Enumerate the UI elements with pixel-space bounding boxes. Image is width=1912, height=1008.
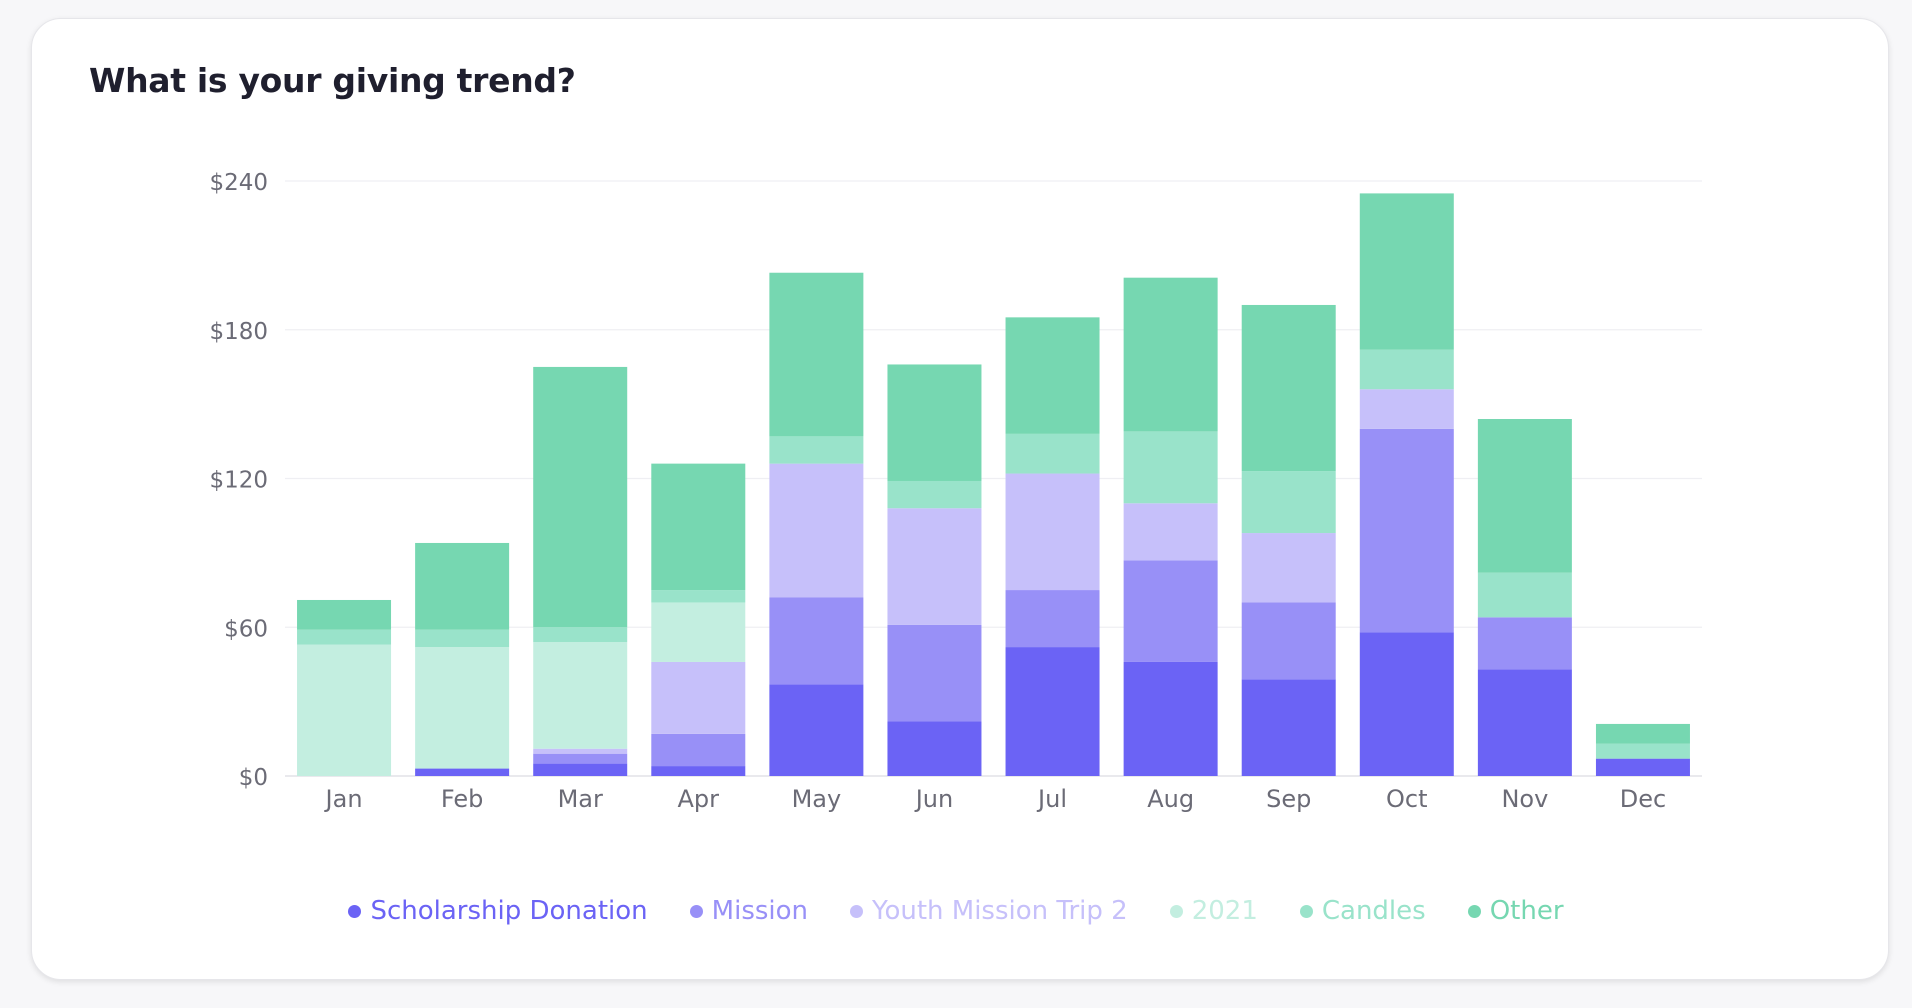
x-tick-label: Nov [1501,785,1548,813]
y-tick-label: $180 [209,319,268,345]
legend-item-mission[interactable]: Mission [689,896,809,926]
bar-segment-other [1359,193,1454,350]
bar-segment-other [1241,304,1336,472]
bar-segment-2021 [651,602,746,662]
legend-dot [850,904,864,918]
legend-item-youth-mission-trip-2[interactable]: Youth Mission Trip 2 [850,896,1128,926]
bar-segment-candles [1595,743,1690,759]
bar-segment-youth-mission-trip-2 [1123,503,1218,561]
legend-dot [1299,904,1313,918]
bar-segment-other [887,364,982,481]
bar-segment-candles [297,629,392,645]
bar-segment-scholarship-donation [1241,679,1336,776]
bar-segment-other [1123,277,1218,432]
x-tick-label: Mar [558,785,603,813]
bar-segment-candles [651,590,746,603]
bar-segment-other [769,272,864,437]
bar-segment-scholarship-donation [887,721,982,776]
bar-segment-candles [1123,431,1218,504]
bar-segment-2021 [297,644,392,776]
bar-segment-scholarship-donation [415,768,510,776]
bar-segment-other [1595,723,1690,744]
bar-segment-mission [1241,602,1336,680]
bar-segment-scholarship-donation [1123,661,1218,776]
bar-segment-other [415,542,510,630]
bar-segment-scholarship-donation [769,684,864,776]
bar-segment-mission [887,624,982,722]
legend-label: 2021 [1191,896,1258,926]
y-tick-label: $60 [224,616,268,642]
legend-label: Scholarship Donation [370,896,648,926]
bar-segment-candles [415,629,510,648]
bar-segment-scholarship-donation [651,766,746,776]
y-tick-label: $120 [209,468,268,494]
legend-dot [348,904,362,918]
bar-segment-scholarship-donation [1595,758,1690,776]
bar-segment-mission [1005,590,1100,648]
x-tick-label: May [792,785,842,813]
bar-segment-mission [533,753,628,764]
legend-label: Other [1489,896,1564,926]
legend-item-other[interactable]: Other [1467,896,1564,926]
legend-label: Candles [1321,896,1426,926]
y-tick-label: $0 [239,765,268,791]
legend-item-scholarship-donation[interactable]: Scholarship Donation [348,896,648,926]
bar-segment-candles [1359,349,1454,390]
bar-segment-youth-mission-trip-2 [533,748,628,754]
bar-segment-scholarship-donation [1359,632,1454,776]
x-tick-label: Dec [1620,785,1666,813]
bar-segment-candles [1241,471,1336,534]
bar-segment-mission [769,597,864,685]
bar-segment-youth-mission-trip-2 [769,463,864,598]
bar-segment-other [1005,317,1100,434]
bar-segment-youth-mission-trip-2 [1241,533,1336,603]
bar-segment-other [533,366,628,628]
bar-segment-2021 [533,642,628,749]
x-tick-label: Feb [441,785,484,813]
x-tick-label: Aug [1147,785,1194,813]
bar-segment-mission [1359,428,1454,633]
bar-segment-youth-mission-trip-2 [1005,473,1100,591]
legend-item-candles[interactable]: Candles [1299,896,1426,926]
legend-dot [1169,904,1183,918]
bar-segment-candles [1005,433,1100,474]
bar-segment-mission [651,733,746,767]
bar-segment-other [651,463,746,591]
bar-segment-other [297,599,392,630]
bar-segment-candles [887,480,982,509]
x-tick-label: Oct [1386,785,1428,813]
bar-segment-scholarship-donation [1477,669,1572,776]
chart-title: What is your giving trend? [89,61,576,100]
bar-segment-scholarship-donation [1005,647,1100,776]
chart-legend: Scholarship Donation Mission Youth Missi… [0,896,1912,926]
x-tick-label: Jul [1036,785,1067,813]
bar-segment-candles [1477,572,1572,618]
bar-segment-youth-mission-trip-2 [651,661,746,734]
bar-segment-youth-mission-trip-2 [887,508,982,625]
bar-segment-mission [1123,560,1218,662]
bar-segment-2021 [415,647,510,769]
x-tick-label: Jun [914,785,954,813]
y-tick-label: $240 [209,170,268,196]
bar-segment-scholarship-donation [533,763,628,776]
bar-segment-mission [1477,617,1572,670]
legend-label: Youth Mission Trip 2 [872,896,1128,926]
legend-dot [689,904,703,918]
bar-segment-other [1477,419,1572,573]
legend-dot [1467,904,1481,918]
x-tick-label: Jan [324,785,363,813]
bar-segment-youth-mission-trip-2 [1359,389,1454,429]
legend-label: Mission [711,896,809,926]
legend-item-2021[interactable]: 2021 [1169,896,1258,926]
bar-segment-candles [533,627,628,643]
bar-segment-candles [769,436,864,464]
x-tick-label: Apr [678,785,720,813]
x-tick-label: Sep [1266,785,1311,813]
